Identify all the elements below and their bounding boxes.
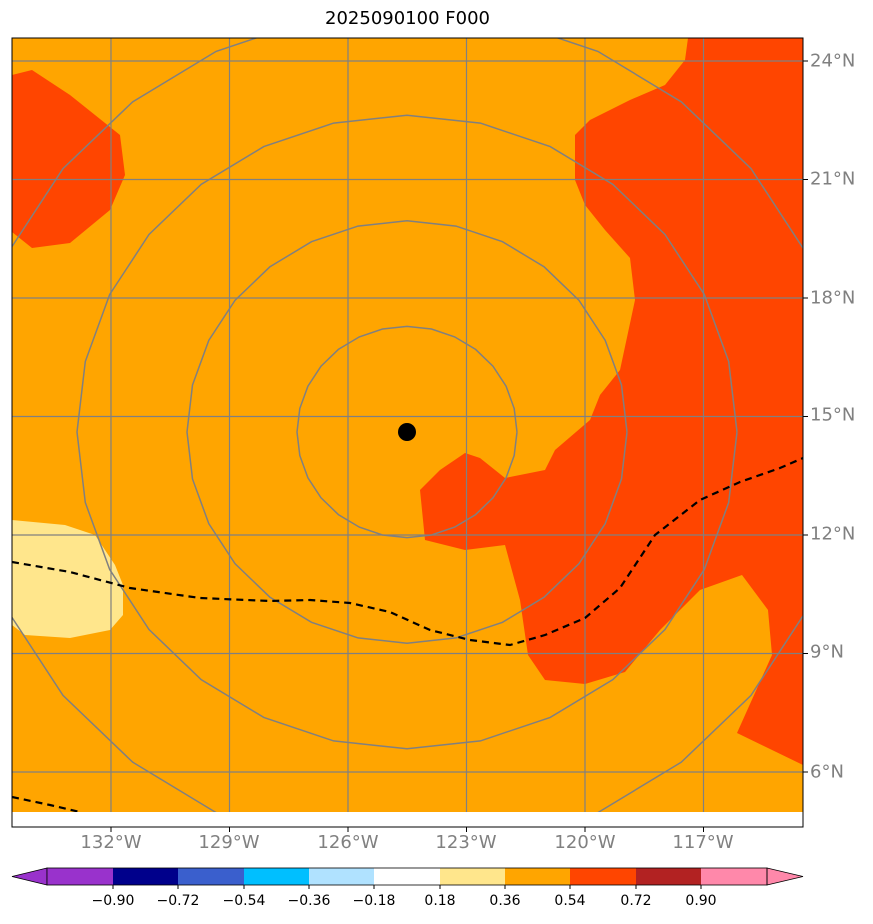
lon-label-120w: 120°W	[554, 832, 616, 853]
colorbar-label: 0.54	[554, 893, 586, 909]
range-ring	[76, 114, 738, 750]
colorbar	[11, 867, 804, 889]
range-ring	[296, 325, 518, 539]
range-ring	[186, 220, 628, 644]
colorbar-segment	[309, 868, 374, 885]
colorbar-segment	[570, 868, 636, 885]
colorbar-segment	[701, 868, 767, 885]
colorbar-label: −0.18	[352, 893, 396, 909]
range-rings	[12, 38, 803, 812]
lon-label-129w: 129°W	[198, 832, 260, 853]
center-marker	[398, 423, 416, 441]
colorbar-segment	[47, 868, 113, 885]
colorbar-segment	[440, 868, 505, 885]
lat-label-6n: 6°N	[810, 761, 844, 783]
lon-label-123w: 123°W	[435, 832, 497, 853]
field-high-east	[420, 38, 803, 765]
colorbar-label: −0.90	[91, 893, 135, 909]
lat-label-21n: 21°N	[810, 168, 856, 190]
colorbar-label: −0.54	[222, 893, 266, 909]
colorbar-segment	[374, 868, 440, 885]
colorbar-segment	[113, 868, 178, 885]
lat-label-18n: 18°N	[810, 287, 856, 309]
colorbar-label: 0.36	[489, 893, 521, 909]
lat-label-12n: 12°N	[810, 523, 856, 545]
colorbar-segment	[178, 868, 244, 885]
colorbar-label: −0.72	[156, 893, 200, 909]
map-frame	[11, 37, 804, 828]
field-low-west	[12, 520, 123, 638]
colorbar-extend-low	[11, 867, 48, 886]
lat-label-15n: 15°N	[810, 404, 856, 426]
lat-label-24n: 24°N	[810, 50, 856, 72]
colorbar-segment	[244, 868, 309, 885]
colorbar-extend-high	[766, 867, 804, 886]
colorbar-label: 0.90	[685, 893, 717, 909]
lat-label-9n: 9°N	[810, 641, 844, 663]
lon-label-132w: 132°W	[80, 832, 142, 853]
map-title: 2025090100 F000	[325, 8, 490, 29]
track-line-south	[12, 795, 81, 812]
colorbar-label: 0.72	[620, 893, 652, 909]
colorbar-label: −0.36	[287, 893, 331, 909]
range-ring	[12, 38, 803, 812]
lon-label-117w: 117°W	[672, 832, 734, 853]
axis-ticks	[110, 60, 808, 832]
colorbar-segment	[636, 868, 701, 885]
colorbar-label: 0.18	[424, 893, 456, 909]
colorbar-outline	[46, 867, 768, 886]
colorbar-segment	[505, 868, 570, 885]
lon-label-126w: 126°W	[317, 832, 379, 853]
